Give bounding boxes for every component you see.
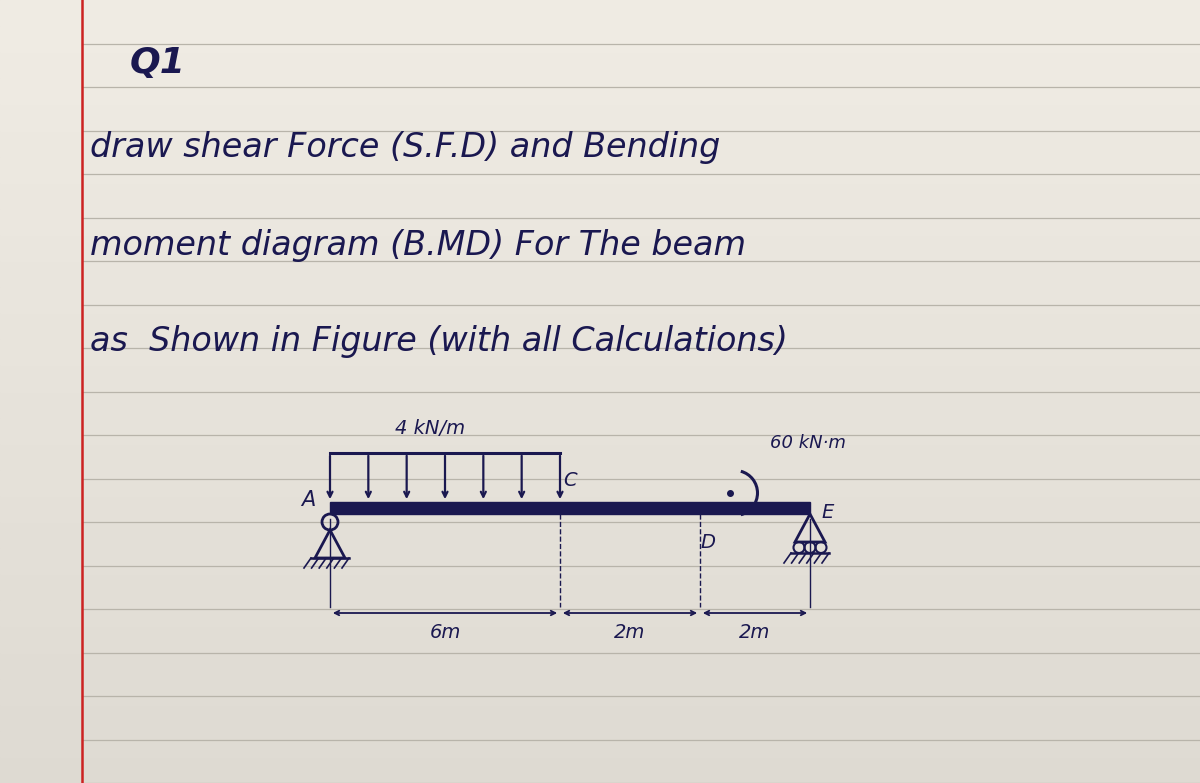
Bar — [0, 366, 1200, 392]
Bar — [0, 574, 1200, 601]
Bar — [0, 157, 1200, 182]
Bar — [0, 392, 1200, 417]
Text: A: A — [301, 490, 316, 510]
Bar — [0, 444, 1200, 470]
Bar — [0, 339, 1200, 366]
Bar — [0, 287, 1200, 313]
Bar — [0, 470, 1200, 496]
Bar — [0, 235, 1200, 261]
Bar — [0, 182, 1200, 209]
Bar — [0, 209, 1200, 235]
Text: E: E — [822, 503, 834, 522]
Bar — [0, 601, 1200, 626]
Text: moment diagram (B.MD) For The beam: moment diagram (B.MD) For The beam — [90, 229, 746, 262]
Text: 2m: 2m — [739, 623, 770, 643]
Bar — [0, 731, 1200, 757]
Bar — [0, 0, 1200, 26]
Text: draw shear Force (S.F.D) and Bending: draw shear Force (S.F.D) and Bending — [90, 132, 720, 164]
Bar — [0, 522, 1200, 548]
Bar — [0, 652, 1200, 679]
Bar — [0, 417, 1200, 444]
Text: C: C — [563, 471, 577, 489]
Bar — [0, 261, 1200, 287]
Text: 4 kN/m: 4 kN/m — [395, 418, 466, 438]
Text: as  Shown in Figure (with all Calculations): as Shown in Figure (with all Calculation… — [90, 324, 788, 358]
Text: D: D — [701, 533, 715, 553]
Bar — [330, 502, 810, 514]
Bar — [0, 548, 1200, 574]
Text: 2m: 2m — [614, 623, 646, 643]
Bar — [0, 52, 1200, 78]
Bar — [0, 313, 1200, 339]
Bar — [0, 78, 1200, 104]
Bar — [0, 705, 1200, 731]
Bar — [0, 496, 1200, 522]
Text: 60 kN·m: 60 kN·m — [770, 434, 846, 452]
Bar — [0, 679, 1200, 705]
Bar — [0, 757, 1200, 783]
Bar — [0, 626, 1200, 652]
Text: Q1: Q1 — [130, 46, 186, 80]
Text: 6m: 6m — [430, 623, 461, 643]
Bar — [0, 104, 1200, 131]
Bar — [0, 131, 1200, 157]
Bar — [0, 26, 1200, 52]
